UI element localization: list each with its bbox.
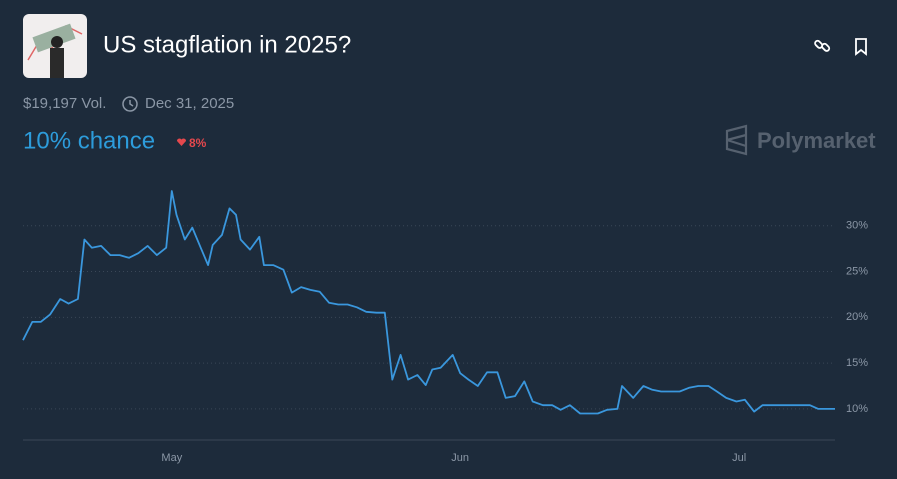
bookmark-button[interactable] xyxy=(855,38,867,56)
end-date: Dec 31, 2025 xyxy=(145,95,234,112)
market-title: US stagflation in 2025? xyxy=(103,31,351,58)
brand-logo xyxy=(725,124,748,156)
x-tick-label: Jul xyxy=(732,452,746,464)
thumbnail xyxy=(23,14,87,78)
clock-icon xyxy=(122,96,138,112)
y-tick-label: 20% xyxy=(846,311,868,323)
price-line xyxy=(22,190,835,415)
change: 8% xyxy=(189,136,207,150)
y-tick-label: 25% xyxy=(846,265,868,277)
y-tick-label: 15% xyxy=(846,357,868,369)
brand: Polymarket xyxy=(757,128,876,153)
x-tick-label: Jun xyxy=(451,452,469,464)
y-tick-label: 30% xyxy=(846,220,868,232)
chance: 10% chance xyxy=(23,127,155,154)
y-tick-label: 10% xyxy=(846,403,868,415)
down-icon xyxy=(177,138,186,146)
link-button[interactable] xyxy=(814,39,831,52)
volume: $19,197 Vol. xyxy=(23,95,106,112)
x-tick-label: May xyxy=(161,452,182,464)
